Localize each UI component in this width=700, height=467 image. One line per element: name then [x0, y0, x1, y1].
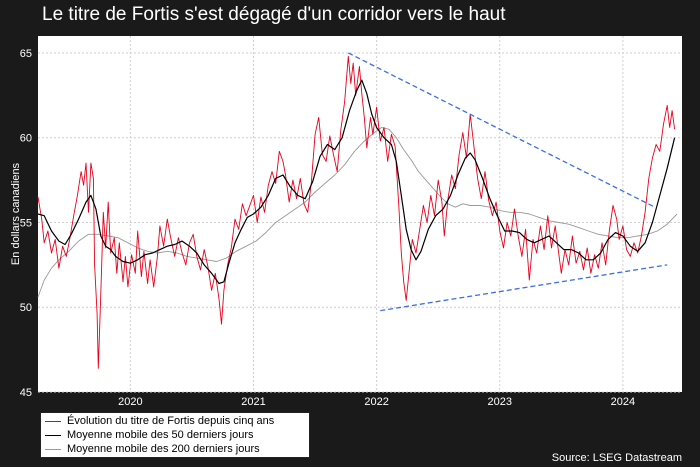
y-axis-label: En dollars canadiens — [10, 162, 22, 265]
legend-label-ma50: Moyenne mobile des 50 derniers jours — [67, 429, 254, 441]
plot-area — [38, 36, 682, 392]
chart-title: Le titre de Fortis s'est dégagé d'un cor… — [42, 4, 506, 25]
trendline-1 — [380, 264, 668, 312]
x-tick-2024: 2024 — [611, 396, 635, 408]
source-note: Source: LSEG Datastream — [551, 452, 682, 464]
x-tick-2023: 2023 — [488, 396, 512, 408]
legend-label-ma200: Moyenne mobile des 200 derniers jours — [67, 443, 260, 455]
x-tick-2020: 2020 — [118, 396, 142, 408]
legend-entry-ma50: Moyenne mobile des 50 derniers jours — [41, 428, 309, 442]
y-tick-labels: 45 50 55 60 65 — [20, 48, 32, 399]
legend-swatch-price — [45, 420, 61, 422]
y-tick-55: 55 — [20, 217, 32, 229]
legend-swatch-ma50 — [45, 434, 61, 436]
x-tick-labels: 2020 2021 2022 2023 2024 — [118, 396, 635, 408]
series-line-1 — [37, 79, 676, 285]
x-tick-2022: 2022 — [364, 396, 388, 408]
y-tick-45: 45 — [20, 387, 32, 399]
grid — [38, 36, 682, 393]
series-line-2 — [37, 127, 678, 298]
y-tick-65: 65 — [20, 48, 32, 60]
y-tick-60: 60 — [20, 133, 32, 145]
trendline-0 — [348, 52, 656, 208]
legend-label-price: Évolution du titre de Fortis depuis cinq… — [67, 415, 275, 427]
x-tick-2021: 2021 — [241, 396, 265, 408]
y-tick-50: 50 — [20, 302, 32, 314]
series-group — [37, 55, 678, 369]
trendline-group — [348, 52, 668, 312]
legend: Évolution du titre de Fortis depuis cinq… — [40, 412, 310, 458]
legend-entry-ma200: Moyenne mobile des 200 derniers jours — [41, 442, 309, 456]
legend-entry-price: Évolution du titre de Fortis depuis cinq… — [41, 414, 309, 428]
legend-swatch-ma200 — [45, 448, 61, 450]
series-line-0 — [37, 55, 676, 369]
